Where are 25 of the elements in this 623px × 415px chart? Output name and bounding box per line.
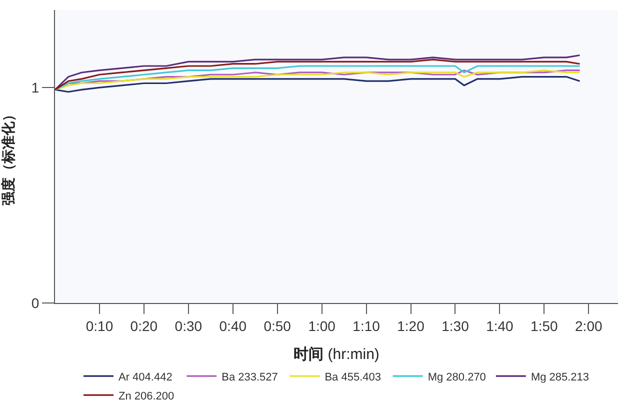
line-series — [55, 70, 581, 91]
y-tick-label: 0 — [31, 294, 40, 311]
x-tick-label: 0:30 — [174, 318, 202, 334]
x-tick-label: 1:10 — [352, 318, 380, 334]
x-tick-label: 0:50 — [264, 318, 292, 334]
legend-label: Mg 285.213 — [530, 371, 590, 384]
x-tick-label: 2:00 — [575, 318, 602, 334]
x-axis-title: 时间 (hr:min) — [294, 346, 380, 363]
x-tick-label: 1:20 — [397, 318, 425, 334]
y-axis-title: 强度（标准化） — [0, 108, 16, 206]
line-series — [55, 65, 581, 91]
legend-label: Mg 280.270 — [428, 371, 486, 384]
x-tick-label: 1:00 — [308, 318, 336, 334]
x-tick-label: 0:10 — [86, 318, 114, 334]
x-tick-label: 1:50 — [530, 318, 558, 334]
line-series — [55, 76, 581, 93]
x-tick-label: 1:30 — [442, 318, 470, 334]
y-tick-label: 1 — [31, 79, 40, 96]
x-tick-label: 0:20 — [130, 318, 158, 334]
legend-label: Zn 206.200 — [118, 390, 174, 402]
x-tick-label: 1:40 — [486, 318, 514, 334]
x-tick-label: 0:40 — [219, 318, 247, 334]
legend-label: Ar 404.442 — [118, 371, 172, 384]
legend-label: Ba 233.527 — [222, 371, 278, 384]
legend-label: Ba 455.403 — [324, 371, 381, 384]
